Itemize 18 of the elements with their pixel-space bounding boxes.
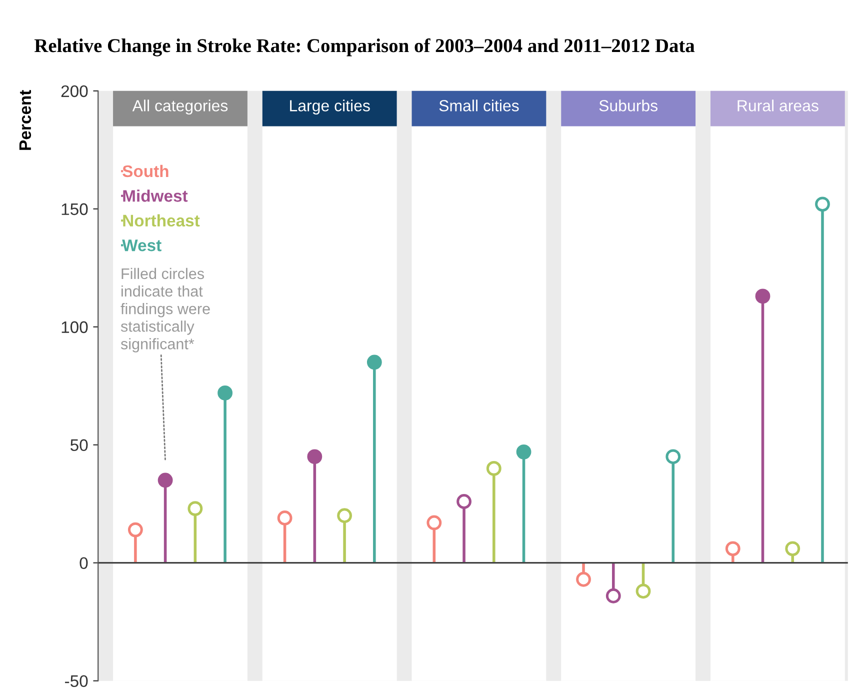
- y-tick-label: 150: [62, 203, 88, 216]
- legend-label: West: [122, 240, 162, 252]
- legend-label: Midwest: [123, 190, 188, 202]
- x-tick-label: Rural areas: [738, 100, 818, 112]
- y-tick-label: 100: [62, 321, 88, 334]
- y-axis-title: Percent: [19, 90, 32, 150]
- y-tick-label: -50: [65, 675, 88, 688]
- chart-title: Relative Change in Stroke Rate: Comparison of 2003–2004 and 2011–2012 Data: [34, 38, 695, 56]
- y-tick-label: 0: [80, 557, 88, 570]
- legend-label: South: [122, 164, 168, 178]
- annotation: Filled circles indicate that findings were statistically significant*: [120, 268, 210, 352]
- y-tick-label: 200: [61, 85, 88, 98]
- x-tick-label: Suburbs: [599, 100, 658, 112]
- y-tick-label: 50: [70, 439, 88, 452]
- x-tick-label: All categories: [132, 100, 228, 115]
- legend-label: Northeast: [123, 214, 200, 227]
- x-tick-label: Large cities: [290, 100, 370, 115]
- x-tick-label: Small cities: [439, 100, 519, 112]
